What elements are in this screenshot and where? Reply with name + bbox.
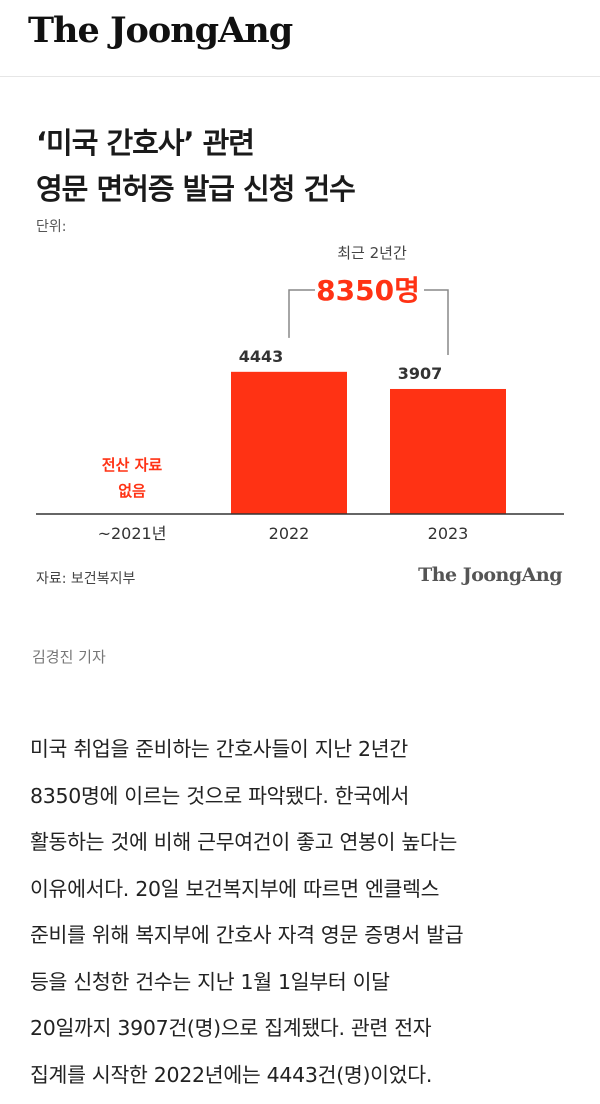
bar-value-label: 3907: [398, 364, 443, 383]
bar: [390, 388, 506, 514]
annotation-total: 8350명: [316, 274, 420, 307]
article-line: 이유에서다. 20일 보건복지부에 따르면 엔클렉스: [30, 876, 440, 901]
article-line: 준비를 위해 복지부에 간호사 자격 영문 증명서 발급: [30, 923, 464, 947]
masthead: The JoongAng: [0, 0, 600, 77]
x-tick-labels: ~2021년 2022 2023: [98, 524, 469, 543]
annotation-caption: 최근 2년간: [337, 244, 407, 262]
chart-source: 자료: 보건복지부: [36, 571, 136, 587]
article-line: 등을 신청한 건수는 지난 1월 1일부터 이달: [30, 969, 390, 994]
article-line: 미국 취업을 준비하는 간호사들이 지난 2년간: [30, 737, 408, 761]
bar: [231, 371, 347, 514]
bracket-right: [424, 289, 449, 355]
no-data-note-line-1: 전산 자료: [102, 456, 163, 474]
x-tick-label: 2022: [269, 524, 310, 543]
bar-chart: 최근 2년간 8350명 전산 자료 없음 ~2021년 2022 2023 444…: [36, 244, 564, 543]
site-logo[interactable]: The JoongAng: [28, 10, 293, 51]
x-tick-label: 2023: [428, 524, 469, 543]
chart-title: ‘미국 간호사’ 관련 영문 면허증 발급 신청 건수: [36, 120, 356, 212]
article-line: 집계를 시작한 2022년에는 4443건(명)이었다.: [30, 1062, 433, 1087]
total-bracket: [288, 289, 449, 355]
chart-title-line-2: 영문 면허증 발급 신청 건수: [36, 172, 356, 206]
chart-unit-label: 단위:: [36, 219, 67, 235]
chart-title-line-1: ‘미국 간호사’ 관련: [36, 126, 255, 160]
bar-value-label: 4443: [239, 347, 284, 366]
byline[interactable]: 김경진 기자: [32, 648, 106, 666]
article-line: 20일까지 3907건(명)으로 집계됐다. 관련 전자: [30, 1016, 432, 1040]
x-tick-label: ~2021년: [98, 524, 167, 543]
chart-watermark-logo: The JoongAng: [418, 564, 562, 586]
article-body: 미국 취업을 준비하는 간호사들이 지난 2년간 8350명에 이르는 것으로 …: [30, 726, 575, 1098]
value-labels: 4443 3907: [239, 347, 443, 383]
bracket-left: [288, 289, 315, 338]
no-data-note-line-2: 없음: [118, 482, 146, 500]
article-line: 8350명에 이르는 것으로 파악됐다. 한국에서: [30, 783, 410, 808]
article-line: 활동하는 것에 비해 근무여건이 좋고 연봉이 높다는: [30, 830, 458, 854]
bar-group: [231, 371, 506, 514]
